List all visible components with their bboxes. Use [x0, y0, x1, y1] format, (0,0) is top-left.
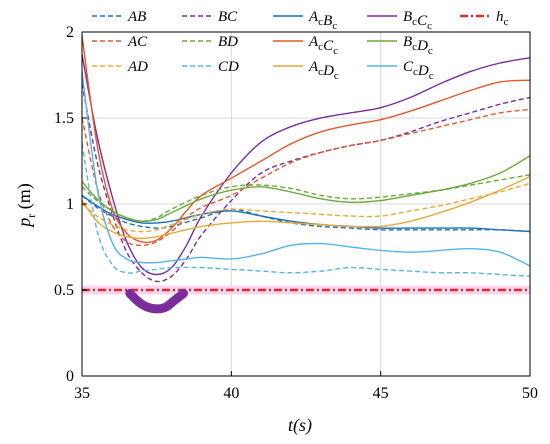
legend-item-CD: CD	[182, 59, 239, 75]
legend-label: AcCc	[308, 34, 338, 57]
legend-label: BD	[218, 34, 238, 50]
series-line-CD	[81, 143, 531, 277]
series-line-AcDc	[81, 175, 531, 240]
y-axis-label-text: pr (m)	[14, 183, 38, 229]
legend-label: CD	[218, 59, 239, 75]
series-line-AC	[81, 108, 531, 247]
legend-label: AC	[127, 34, 148, 50]
legend-item-AcDc: AcDc	[273, 59, 339, 82]
x-axis-label: t(s)	[288, 415, 312, 436]
legend-item-BD: BD	[182, 34, 238, 50]
legend-item-AcCc: AcCc	[273, 34, 338, 57]
series-line-BcDc	[81, 155, 531, 222]
y-tick-label: 0	[66, 368, 74, 385]
y-tick-label: 0.5	[54, 282, 74, 299]
x-tick-label: 45	[373, 385, 389, 402]
x-tick-label: 40	[223, 385, 239, 402]
y-tick-label: 1	[66, 196, 74, 213]
y-tick-label: 1.5	[54, 110, 74, 127]
collision-region-marker	[125, 288, 188, 314]
y-tick-label: 2	[66, 24, 74, 41]
legend-item-AB: AB	[92, 9, 146, 25]
legend-label: hc	[496, 9, 509, 28]
legend: AB BC AcBc BcCc hc AC BD AcCc BcDc AD CD AcDc CcDc	[92, 9, 509, 82]
legend-label: BcDc	[403, 34, 433, 57]
series-line-AcBc	[81, 194, 531, 233]
legend-label: BC	[218, 9, 238, 25]
legend-label: AcBc	[308, 9, 337, 32]
legend-item-AD: AD	[92, 59, 148, 75]
series-line-AcCc	[81, 35, 531, 244]
series-line-BcCc	[81, 54, 531, 276]
legend-label: BcCc	[403, 9, 432, 32]
x-axis-label-var: t(s)	[288, 415, 312, 436]
series-line-BC	[81, 83, 531, 283]
legend-label: CcDc	[403, 59, 434, 82]
x-tick-label: 35	[74, 385, 90, 402]
legend-item-hc: hc	[460, 9, 509, 28]
legend-item-AcBc: AcBc	[273, 9, 337, 32]
series-line-CcDc	[81, 71, 531, 267]
legend-item-BcDc: BcDc	[367, 34, 433, 57]
series-line-AD	[81, 182, 531, 233]
x-tick-label: 50	[522, 385, 538, 402]
y-axis-label: pr (m)	[14, 183, 38, 229]
axis-ticks: 35 40 45 50 0 0.5 1 1.5 2	[54, 24, 538, 402]
legend-item-AC: AC	[92, 34, 148, 50]
legend-item-BC: BC	[182, 9, 238, 25]
legend-item-CcDc: CcDc	[367, 59, 434, 82]
legend-item-BcCc: BcCc	[367, 9, 432, 32]
legend-label: AD	[127, 59, 148, 75]
svg-text:t(s): t(s)	[288, 415, 312, 436]
legend-label: AcDc	[308, 59, 339, 82]
legend-label: AB	[127, 9, 146, 25]
series-layer	[81, 35, 531, 292]
series-line-AB	[81, 194, 531, 233]
